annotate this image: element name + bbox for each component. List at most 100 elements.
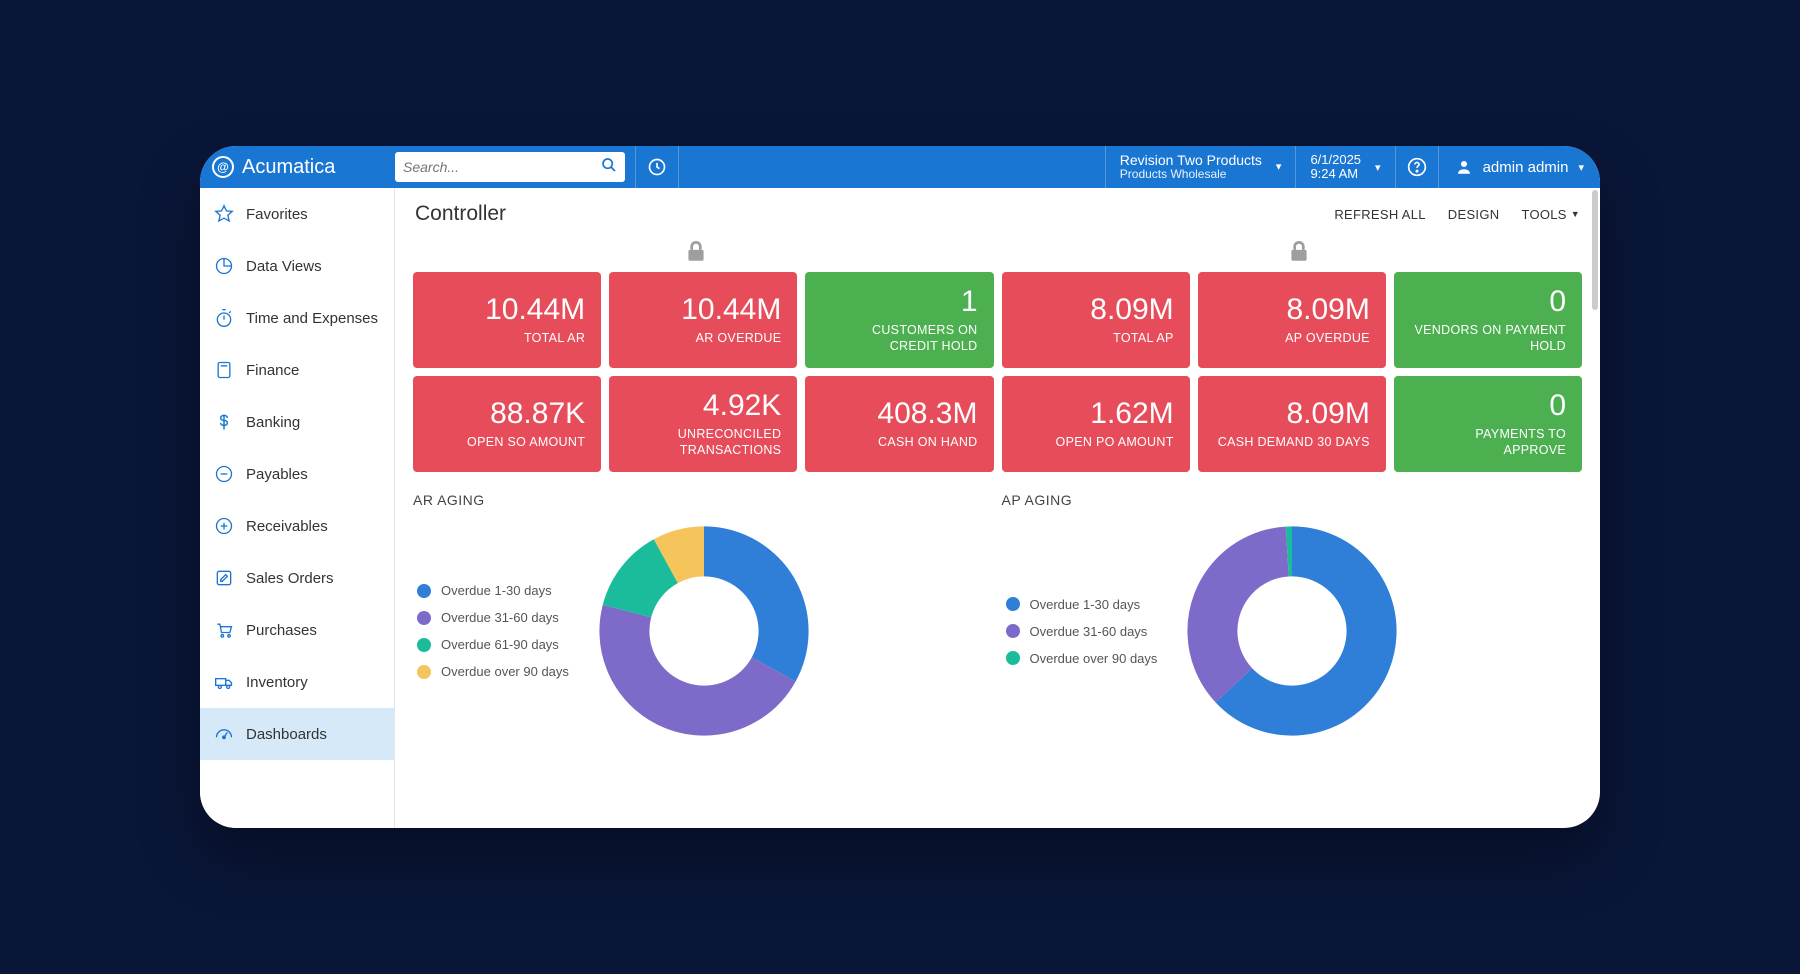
kpi-value: 408.3M [877, 399, 977, 429]
plus-icon [214, 516, 234, 536]
minus-icon [214, 464, 234, 484]
kpi-label: CUSTOMERS ON CREDIT HOLD [821, 323, 977, 354]
legend-item[interactable]: Overdue 61-90 days [417, 637, 569, 652]
sidebar-item-label: Payables [246, 466, 308, 483]
sidebar-item-time[interactable]: Time and Expenses [200, 292, 394, 344]
sidebar-item-sales[interactable]: Sales Orders [200, 552, 394, 604]
kpi-tile[interactable]: 8.09MCASH DEMAND 30 DAYS [1198, 376, 1386, 472]
legend-label: Overdue 31-60 days [441, 610, 559, 625]
sidebar-item-payables[interactable]: Payables [200, 448, 394, 500]
kpi-value: 8.09M [1286, 295, 1369, 325]
kpi-label: UNRECONCILED TRANSACTIONS [625, 427, 781, 458]
search-icon[interactable] [601, 157, 617, 178]
scrollbar[interactable] [1592, 190, 1598, 310]
kpi-value: 0 [1549, 391, 1566, 421]
sidebar-item-inventory[interactable]: Inventory [200, 656, 394, 708]
kpi-label: VENDORS ON PAYMENT HOLD [1410, 323, 1566, 354]
lock-icon [998, 234, 1601, 272]
legend-label: Overdue 31-60 days [1030, 624, 1148, 639]
kpi-label: AP OVERDUE [1285, 331, 1370, 347]
ar-donut-chart[interactable] [599, 526, 809, 736]
kpi-tile[interactable]: 10.44MAR OVERDUE [609, 272, 797, 368]
sidebar-item-purchases[interactable]: Purchases [200, 604, 394, 656]
kpi-value: 1 [961, 287, 978, 317]
help-button[interactable] [1396, 157, 1438, 177]
sidebar-item-label: Favorites [246, 206, 308, 223]
company-selector[interactable]: Revision Two Products Products Wholesale… [1106, 153, 1296, 182]
legend-swatch [417, 611, 431, 625]
kpi-tile[interactable]: 8.09MTOTAL AP [1002, 272, 1190, 368]
ap-donut-chart[interactable] [1187, 526, 1397, 736]
sidebar-item-finance[interactable]: Finance [200, 344, 394, 396]
design-button[interactable]: DESIGN [1448, 207, 1500, 222]
kpi-tile[interactable]: 8.09M AP OVERDUE [1198, 272, 1386, 368]
legend-swatch [417, 665, 431, 679]
business-date-selector[interactable]: 6/1/2025 9:24 AM ▾ [1296, 153, 1394, 182]
topbar: @ Acumatica Revision Two Produ [200, 146, 1600, 188]
kpi-tile[interactable]: 10.44M TOTAL AR [413, 272, 601, 368]
truck-icon [214, 672, 234, 692]
kpi-tile[interactable]: 0 VENDORS ON PAYMENT HOLD [1394, 272, 1582, 368]
chart-title: AR AGING [413, 492, 994, 508]
kpi-tile[interactable]: 1.62M OPEN PO AMOUNT [1002, 376, 1190, 472]
ar-aging-panel: AR AGING Overdue 1-30 days Overdue 31-60 … [413, 492, 994, 736]
ar-legend: Overdue 1-30 days Overdue 31-60 days Overd… [413, 583, 569, 679]
legend-item[interactable]: Overdue 1-30 days [1006, 597, 1158, 612]
sidebar-item-receivables[interactable]: Receivables [200, 500, 394, 552]
history-button[interactable] [636, 146, 678, 188]
legend-item[interactable]: Overdue over 90 days [417, 664, 569, 679]
sidebar-item-label: Purchases [246, 622, 317, 639]
sidebar: Favorites Data Views Time and Expenses Fina… [200, 188, 395, 828]
kpi-value: 10.44M [485, 295, 585, 325]
user-menu[interactable]: admin admin ▾ [1439, 158, 1600, 176]
sidebar-item-banking[interactable]: Banking [200, 396, 394, 448]
kpi-tile[interactable]: 0 PAYMENTS TO APPROVE [1394, 376, 1582, 472]
logo-icon: @ [212, 156, 234, 178]
search-box[interactable] [395, 152, 625, 182]
legend-item[interactable]: Overdue 31-60 days [417, 610, 569, 625]
kpi-value: 10.44M [681, 295, 781, 325]
sidebar-item-dataviews[interactable]: Data Views [200, 240, 394, 292]
stopwatch-icon [214, 308, 234, 328]
search-input[interactable] [403, 159, 601, 175]
kpi-label: CASH ON HAND [878, 435, 977, 451]
sidebar-item-label: Banking [246, 414, 300, 431]
kpi-row-1: 10.44M TOTAL AR 10.44MAR OVERDUE 1 CUSTOMERS… [395, 272, 1600, 368]
chevron-down-icon: ▾ [1276, 160, 1282, 173]
lock-icon [395, 234, 998, 272]
legend-label: Overdue over 90 days [1030, 651, 1158, 666]
sidebar-item-label: Data Views [246, 258, 322, 275]
sidebar-item-favorites[interactable]: Favorites [200, 188, 394, 240]
sidebar-item-label: Time and Expenses [246, 310, 378, 327]
company-name: Revision Two Products [1120, 153, 1262, 168]
business-date: 6/1/2025 [1310, 153, 1361, 167]
page-title: Controller [415, 202, 506, 226]
kpi-label: OPEN PO AMOUNT [1056, 435, 1174, 451]
kpi-tile[interactable]: 88.87KOPEN SO AMOUNT [413, 376, 601, 472]
company-branch: Products Wholesale [1120, 168, 1262, 181]
kpi-label: TOTAL AR [524, 331, 585, 347]
kpi-tile[interactable]: 1 CUSTOMERS ON CREDIT HOLD [805, 272, 993, 368]
tools-menu[interactable]: TOOLS ▼ [1521, 207, 1580, 222]
sidebar-item-label: Sales Orders [246, 570, 334, 587]
legend-item[interactable]: Overdue 1-30 days [417, 583, 569, 598]
kpi-value: 8.09M [1286, 399, 1369, 429]
kpi-value: 0 [1549, 287, 1566, 317]
legend-item[interactable]: Overdue 31-60 days [1006, 624, 1158, 639]
star-icon [214, 204, 234, 224]
legend-swatch [1006, 624, 1020, 638]
chart-title: AP AGING [1002, 492, 1583, 508]
legend-swatch [1006, 597, 1020, 611]
main-content: Controller REFRESH ALL DESIGN TOOLS ▼ [395, 188, 1600, 828]
logo[interactable]: @ Acumatica [200, 156, 395, 179]
user-icon [1455, 158, 1473, 176]
legend-item[interactable]: Overdue over 90 days [1006, 651, 1158, 666]
kpi-tile[interactable]: 408.3M CASH ON HAND [805, 376, 993, 472]
sidebar-item-dashboards[interactable]: Dashboards [200, 708, 394, 760]
kpi-value: 1.62M [1090, 399, 1173, 429]
sidebar-item-label: Receivables [246, 518, 328, 535]
refresh-all-button[interactable]: REFRESH ALL [1334, 207, 1425, 222]
kpi-label: PAYMENTS TO APPROVE [1410, 427, 1566, 458]
kpi-tile[interactable]: 4.92KUNRECONCILED TRANSACTIONS [609, 376, 797, 472]
legend-label: Overdue 61-90 days [441, 637, 559, 652]
